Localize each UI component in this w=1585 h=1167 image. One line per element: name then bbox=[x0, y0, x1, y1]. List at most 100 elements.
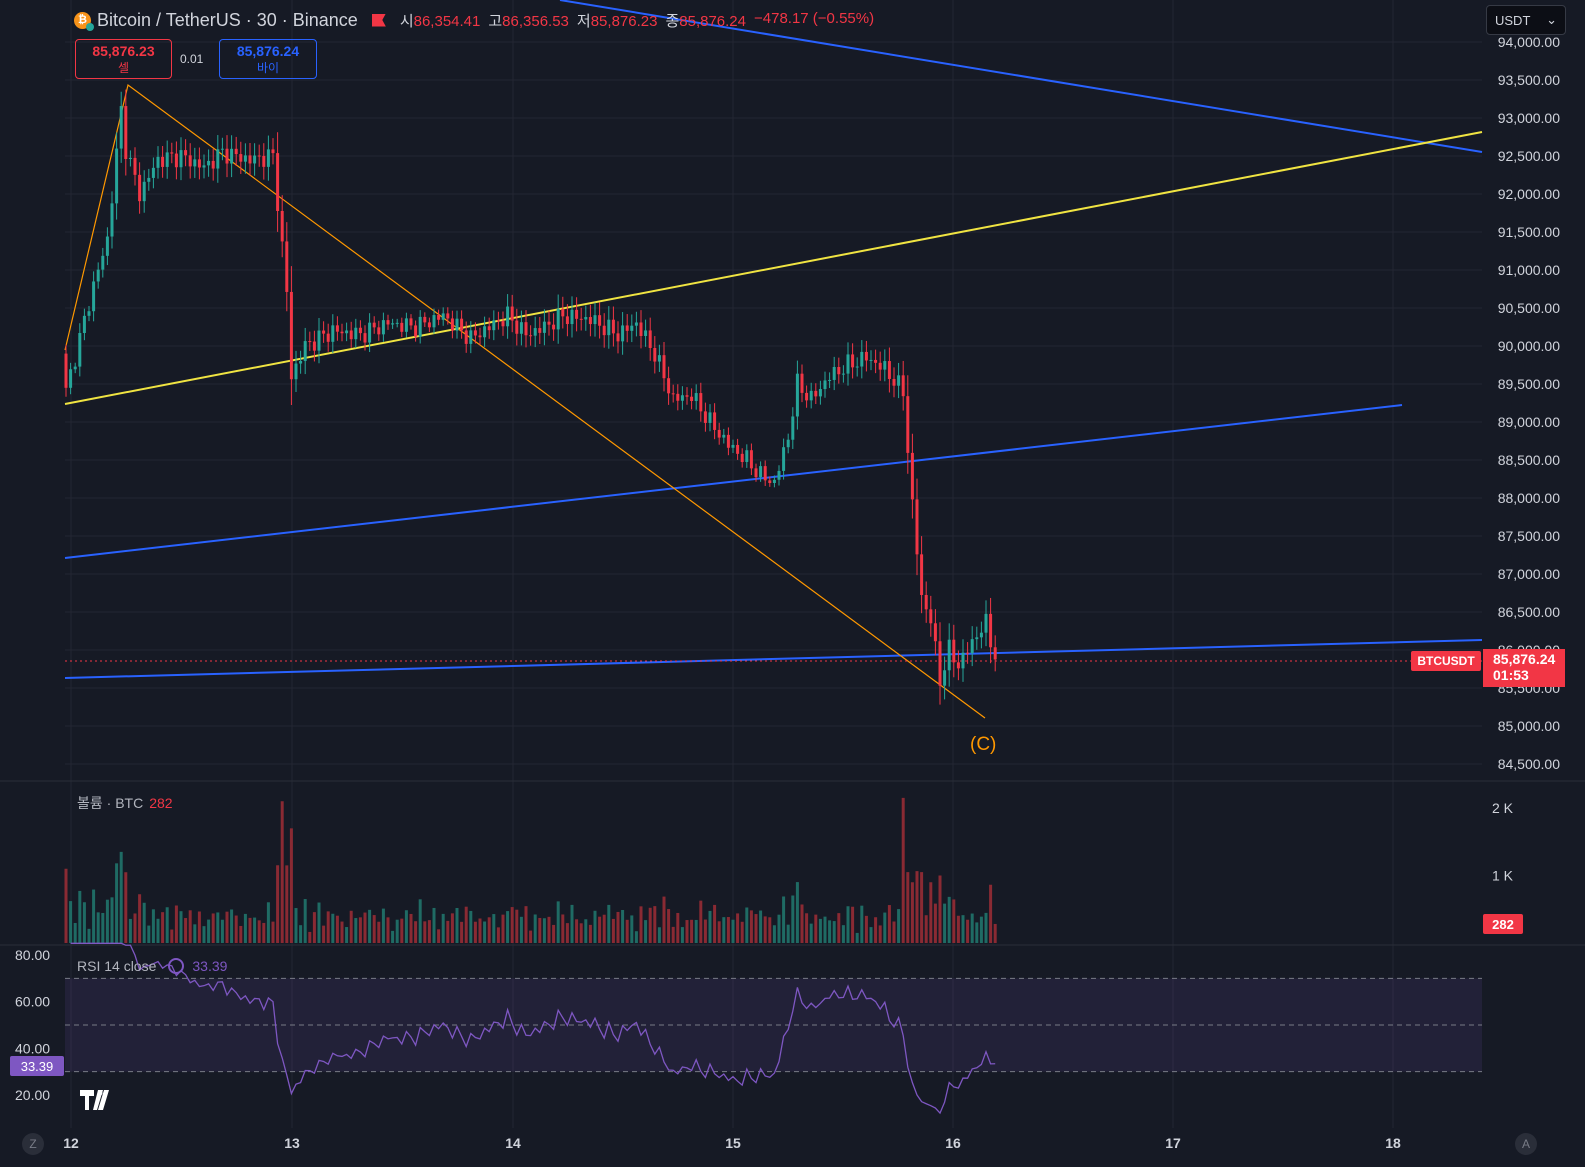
candle-body bbox=[253, 155, 257, 164]
candle-body bbox=[165, 152, 169, 167]
candle-body bbox=[952, 639, 956, 663]
volume-bar bbox=[630, 915, 634, 943]
volume-bar bbox=[657, 927, 661, 943]
upper-channel-line bbox=[559, 0, 1483, 153]
volume-legend[interactable]: 볼륨 · BTC 282 bbox=[77, 795, 173, 811]
candle-body bbox=[851, 354, 855, 368]
lower-channel-line bbox=[64, 639, 1483, 679]
volume-bar bbox=[119, 851, 123, 943]
volume-bar bbox=[469, 910, 473, 943]
symbol-title[interactable]: Bitcoin / TetherUS · 30 · Binance bbox=[97, 9, 358, 30]
sell-button[interactable]: 85,876.23 셀 bbox=[75, 39, 172, 79]
candle-body bbox=[846, 354, 850, 374]
candle-body bbox=[386, 320, 390, 325]
time-tick-label: 15 bbox=[725, 1135, 741, 1151]
volume-bar bbox=[874, 917, 878, 943]
volume-bar bbox=[887, 905, 891, 943]
volume-bar bbox=[552, 924, 556, 943]
candle-body bbox=[170, 152, 174, 154]
volume-bar bbox=[409, 913, 413, 943]
price-tick-label: 94,000.00 bbox=[1498, 34, 1560, 50]
currency-select[interactable]: USDT ⌄ bbox=[1486, 5, 1566, 35]
volume-bar bbox=[289, 828, 293, 943]
volume-bar bbox=[427, 920, 431, 943]
candle-body bbox=[372, 322, 376, 328]
candle-body bbox=[105, 236, 109, 256]
volume-bar bbox=[938, 875, 942, 943]
volume-bar bbox=[115, 863, 119, 943]
candle-body bbox=[671, 393, 675, 395]
candle-body bbox=[759, 466, 763, 478]
candle-body bbox=[220, 148, 224, 150]
volume-bar bbox=[230, 909, 234, 943]
candle-body bbox=[795, 373, 799, 417]
wave-label: (C) bbox=[970, 734, 997, 755]
auto-scale-button[interactable]: A bbox=[1515, 1133, 1537, 1155]
volume-bar bbox=[611, 918, 615, 943]
candle-body bbox=[400, 322, 404, 332]
flag-icon[interactable] bbox=[371, 13, 386, 27]
candle-body bbox=[648, 330, 652, 348]
candle-body bbox=[414, 325, 418, 337]
volume-bar bbox=[621, 909, 625, 943]
candle-body bbox=[694, 393, 698, 401]
candle-body bbox=[915, 499, 919, 555]
rsi-legend[interactable]: RSI 14 close 33.39 bbox=[77, 958, 228, 974]
volume-bar bbox=[763, 916, 767, 943]
candle-body bbox=[924, 594, 928, 610]
candle-body bbox=[598, 315, 602, 326]
candle-body bbox=[496, 320, 500, 322]
candle-body bbox=[257, 155, 261, 157]
candle-body bbox=[883, 361, 887, 370]
candle-body bbox=[993, 647, 997, 660]
candle-body bbox=[561, 308, 565, 317]
candle-body bbox=[644, 330, 648, 337]
candle-body bbox=[87, 311, 91, 316]
candle-body bbox=[340, 331, 344, 334]
volume-bar bbox=[970, 913, 974, 943]
volume-bar bbox=[266, 902, 270, 943]
volume-bar bbox=[473, 921, 477, 943]
volume-bar bbox=[446, 920, 450, 943]
volume-bar bbox=[96, 912, 100, 943]
volume-bar bbox=[441, 913, 445, 943]
zoom-button[interactable]: Z bbox=[22, 1133, 44, 1155]
candle-body bbox=[754, 468, 758, 478]
volume-bar bbox=[915, 871, 919, 943]
volume-bar bbox=[966, 919, 970, 943]
candle-body bbox=[119, 106, 123, 149]
tradingview-logo bbox=[80, 1088, 118, 1117]
buy-button[interactable]: 85,876.24 바이 bbox=[219, 39, 317, 79]
volume-bar bbox=[395, 919, 399, 943]
candle-body bbox=[151, 167, 155, 178]
rsi-series bbox=[65, 942, 1482, 1115]
volume-bar bbox=[745, 907, 749, 943]
volume-bar bbox=[828, 920, 832, 943]
volume-bar bbox=[501, 914, 505, 943]
candle-body bbox=[303, 341, 307, 361]
refresh-icon[interactable] bbox=[168, 958, 185, 974]
candle-body bbox=[478, 335, 482, 338]
volume-bar bbox=[901, 797, 905, 943]
volume-bar bbox=[984, 912, 988, 943]
candle-body bbox=[667, 378, 671, 394]
volume-bar bbox=[809, 923, 813, 943]
candle-body bbox=[616, 333, 620, 342]
volume-bar bbox=[450, 913, 454, 943]
volume-bar bbox=[690, 919, 694, 943]
volume-bar bbox=[128, 918, 132, 943]
candle-body bbox=[322, 330, 326, 334]
volume-bar bbox=[768, 917, 772, 943]
chevron-down-icon: ⌄ bbox=[1546, 12, 1557, 27]
volume-bar bbox=[124, 872, 128, 943]
candle-body bbox=[864, 351, 868, 361]
volume-bar bbox=[483, 921, 487, 943]
candle-body bbox=[358, 327, 362, 334]
candle-body bbox=[805, 392, 809, 401]
volume-bar bbox=[575, 919, 579, 943]
candle-body bbox=[823, 380, 827, 390]
volume-bar bbox=[639, 906, 643, 943]
candle-body bbox=[487, 326, 491, 331]
spread-value: 0.01 bbox=[180, 52, 204, 66]
